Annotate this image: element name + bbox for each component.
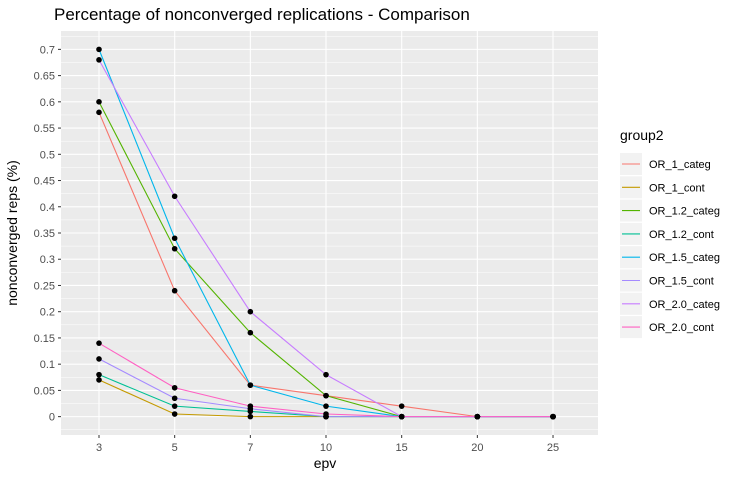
legend-label: OR_1.2_cont <box>649 229 714 241</box>
data-point-OR_1.5_categ <box>247 382 254 388</box>
data-point-OR_1_cont <box>171 411 178 417</box>
data-point-OR_2.0_cont <box>323 411 329 417</box>
x-tick-label: 20 <box>471 442 483 454</box>
x-axis-title: epv <box>314 455 337 471</box>
data-point-OR_1.2_categ <box>171 245 178 252</box>
data-point-OR_1_categ <box>96 109 102 116</box>
data-point-OR_1.2_categ <box>96 99 102 105</box>
data-point-OR_2.0_categ <box>96 57 102 63</box>
legend-label: OR_2.0_cont <box>649 322 714 334</box>
legend-label: OR_1.5_cont <box>649 276 714 288</box>
data-point-OR_2.0_categ <box>171 193 178 200</box>
major-gridlines <box>61 31 598 435</box>
y-tick-label: 0.05 <box>34 385 55 397</box>
data-point-OR_1.5_categ <box>171 235 178 242</box>
y-tick-label: 0.55 <box>34 123 55 135</box>
data-point-OR_1.5_cont <box>171 395 178 402</box>
legend: group2 OR_1_categOR_1_contOR_1.2_categOR… <box>620 127 720 339</box>
y-tick-label: 0.35 <box>34 228 55 240</box>
y-tick-label: 0.15 <box>34 333 55 345</box>
data-point-OR_2.0_cont <box>474 413 481 420</box>
data-point-OR_2.0_cont <box>171 384 178 391</box>
data-point-OR_1.5_categ <box>323 403 329 409</box>
y-axis-title: nonconverged reps (%) <box>4 160 20 306</box>
legend-title: group2 <box>620 127 664 143</box>
data-point-OR_1.2_categ <box>323 392 329 399</box>
legend-label: OR_1.2_categ <box>649 206 720 218</box>
x-tick-label: 15 <box>396 442 408 454</box>
chart-title: Percentage of nonconverged replications … <box>54 5 470 24</box>
legend-label: OR_1.5_categ <box>649 252 720 264</box>
x-tick-label: 10 <box>320 442 332 454</box>
series-points <box>96 46 556 420</box>
data-point-OR_2.0_cont <box>247 403 254 409</box>
data-point-OR_1_categ <box>398 403 405 409</box>
x-tick-label: 25 <box>547 442 559 454</box>
legend-label: OR_1_categ <box>649 159 711 171</box>
y-tick-label: 0.3 <box>40 254 55 266</box>
data-point-OR_1_cont <box>96 377 102 383</box>
data-point-OR_1.5_cont <box>96 356 102 362</box>
y-tick-label: 0.1 <box>40 359 55 371</box>
y-tick-label: 0.4 <box>40 202 55 214</box>
data-point-OR_1_categ <box>171 287 178 294</box>
data-point-OR_2.0_categ <box>247 308 254 315</box>
y-tick-label: 0.45 <box>34 176 55 188</box>
x-tick-label: 3 <box>96 442 102 454</box>
y-tick-label: 0.6 <box>40 97 55 109</box>
data-point-OR_2.0_cont <box>96 340 102 346</box>
y-axis-ticks: 0 0.05 0.1 0.15 0.2 0.25 0.3 0.35 0.4 0.45 0.5 0.55… <box>34 44 61 424</box>
legend-items: OR_1_categ OR_1_cont OR_1.2_categ OR_1.2_co… <box>620 153 720 339</box>
data-point-OR_1.5_categ <box>96 46 102 53</box>
y-tick-label: 0 <box>49 412 55 424</box>
x-tick-label: 7 <box>247 442 253 454</box>
data-point-OR_2.0_cont <box>398 413 405 420</box>
y-tick-label: 0.65 <box>34 71 55 83</box>
x-axis-ticks: 3 5 7 10 15 20 25 <box>96 435 559 454</box>
data-point-OR_2.0_cont <box>550 413 556 420</box>
y-tick-label: 0.25 <box>34 280 55 292</box>
data-point-OR_1_cont <box>247 413 254 420</box>
data-point-OR_2.0_categ <box>323 371 329 378</box>
y-tick-label: 0.2 <box>40 307 55 319</box>
x-tick-label: 5 <box>172 442 178 454</box>
data-point-OR_1.2_cont <box>171 403 178 409</box>
data-point-OR_1.2_categ <box>247 329 254 336</box>
y-tick-label: 0.7 <box>40 44 55 56</box>
legend-label: OR_1_cont <box>649 182 705 194</box>
legend-label: OR_2.0_categ <box>649 299 720 311</box>
minor-gridlines <box>61 35 598 431</box>
y-tick-label: 0.5 <box>40 149 55 161</box>
data-point-OR_1.2_cont <box>96 371 102 378</box>
